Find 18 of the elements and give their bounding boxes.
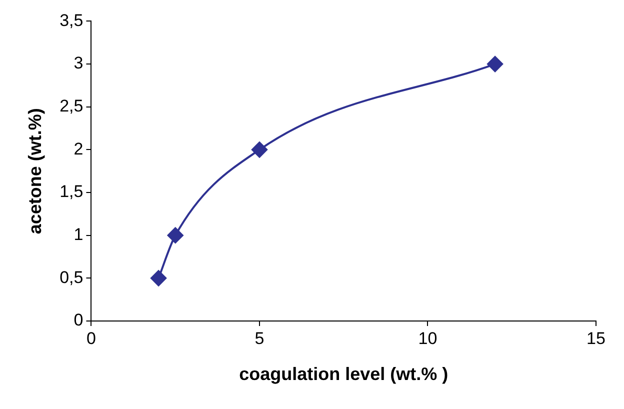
x-tick-label: 15 <box>586 328 606 348</box>
y-tick-label: 1,5 <box>60 182 84 202</box>
y-tick-label: 2 <box>74 139 84 158</box>
point <box>150 270 167 286</box>
y-tick-label: 2,5 <box>60 96 84 116</box>
point <box>167 227 184 244</box>
x-tick-label: 10 <box>418 328 438 348</box>
y-tick-label: 1 <box>74 225 84 244</box>
y-tick-label: 3,5 <box>60 10 84 30</box>
point <box>251 142 268 158</box>
x-axis-title: coagulation level (wt.% ) <box>239 364 448 384</box>
y-tick-label: 3 <box>74 54 84 73</box>
y-tick-label: 0,5 <box>60 268 84 287</box>
y-axis-title: acetone (wt.%) <box>24 108 45 234</box>
x-tick-label: 5 <box>254 328 264 348</box>
point <box>487 56 504 72</box>
y-tick-label: 0 <box>74 310 84 330</box>
x-tick-label: 0 <box>86 328 96 348</box>
